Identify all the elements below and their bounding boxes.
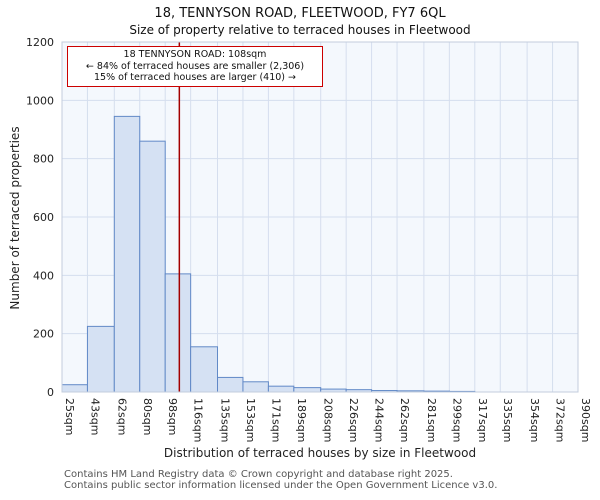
x-tick-label: 372sqm: [554, 398, 567, 442]
y-tick-label: 400: [33, 269, 54, 282]
chart-subtitle: Size of property relative to terraced ho…: [129, 23, 471, 37]
x-tick-label: 317sqm: [476, 398, 489, 442]
histogram-bar: [86, 325, 115, 393]
y-tick-label: 1000: [26, 94, 54, 107]
histogram-bar: [293, 387, 322, 393]
x-tick-label: 244sqm: [373, 398, 386, 442]
y-tick-label: 0: [47, 386, 54, 399]
x-tick-label: 335sqm: [501, 398, 514, 442]
x-tick-label: 80sqm: [141, 398, 154, 435]
x-tick-label: 208sqm: [322, 398, 335, 442]
x-tick-label: 135sqm: [219, 398, 232, 442]
attribution-line-2: Contains public sector information licen…: [64, 480, 498, 491]
x-tick-label: 171sqm: [269, 398, 282, 442]
x-tick-label: 25sqm: [63, 398, 76, 435]
attribution-footer: Contains HM Land Registry data © Crown c…: [64, 469, 594, 491]
x-tick-label: 43sqm: [88, 398, 101, 435]
histogram-bar: [190, 346, 219, 393]
x-axis-label: Distribution of terraced houses by size …: [163, 446, 477, 460]
marker-annotation-smaller: ← 84% of terraced houses are smaller (2,…: [85, 60, 305, 72]
x-tick-label: 153sqm: [244, 398, 257, 442]
x-tick-label: 281sqm: [425, 398, 438, 442]
x-tick-label: 354sqm: [528, 398, 541, 442]
histogram-bar: [61, 384, 88, 393]
x-tick-label: 226sqm: [347, 398, 360, 442]
y-tick-label: 600: [33, 211, 54, 224]
x-tick-label: 189sqm: [295, 398, 308, 442]
y-tick-label: 800: [33, 153, 54, 166]
y-axis-label: Number of terraced properties: [8, 126, 22, 310]
marker-annotation-box: 18 TENNYSON ROAD: 108sqm ← 84% of terrac…: [67, 46, 323, 87]
x-tick-label: 116sqm: [192, 398, 205, 442]
x-tick-label: 390sqm: [579, 398, 592, 442]
histogram-bar: [242, 381, 269, 393]
x-tick-label: 299sqm: [450, 398, 463, 442]
marker-annotation-larger: 15% of terraced houses are larger (410) …: [94, 72, 296, 83]
x-tick-label: 262sqm: [398, 398, 411, 442]
y-tick-label: 1200: [26, 36, 54, 49]
histogram-bar: [113, 115, 141, 393]
histogram-bar: [139, 140, 166, 393]
chart-title: 18, TENNYSON ROAD, FLEETWOOD, FY7 6QL: [154, 6, 446, 21]
y-tick-label: 200: [33, 328, 54, 341]
histogram-bar: [267, 385, 295, 393]
x-tick-label: 62sqm: [115, 398, 128, 435]
marker-annotation-title: 18 TENNYSON ROAD: 108sqm: [123, 49, 267, 60]
histogram-bar: [164, 273, 192, 393]
plot-border: [61, 41, 579, 393]
histogram-bar: [217, 376, 244, 393]
attribution-line-1: Contains HM Land Registry data © Crown c…: [64, 469, 453, 480]
x-tick-label: 98sqm: [166, 398, 179, 435]
